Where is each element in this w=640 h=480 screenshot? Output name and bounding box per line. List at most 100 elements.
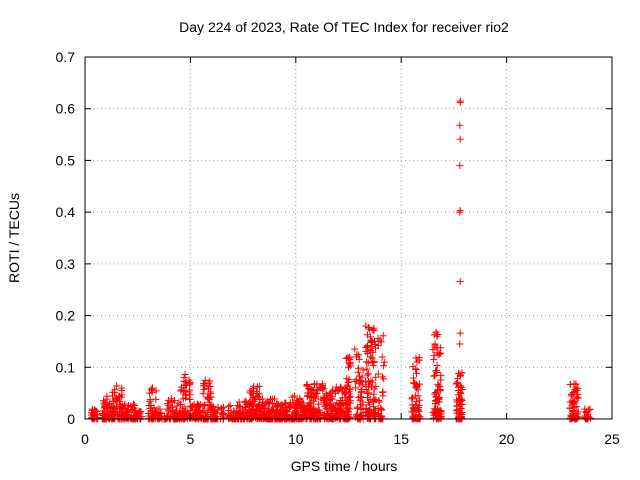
data-point bbox=[126, 413, 134, 421]
data-point bbox=[145, 402, 153, 410]
chart-title: Day 224 of 2023, Rate Of TEC Index for r… bbox=[179, 19, 509, 35]
data-point bbox=[342, 354, 350, 362]
data-point bbox=[115, 392, 123, 400]
data-point bbox=[166, 404, 174, 412]
data-point bbox=[378, 373, 386, 381]
data-point bbox=[291, 408, 299, 416]
data-point bbox=[134, 411, 142, 419]
data-point bbox=[362, 382, 370, 390]
data-point bbox=[431, 340, 439, 348]
data-point bbox=[209, 402, 217, 410]
data-point bbox=[322, 390, 330, 398]
data-point bbox=[356, 392, 364, 400]
data-point bbox=[210, 407, 218, 415]
data-point bbox=[177, 383, 185, 391]
y-tick-label: 0.3 bbox=[56, 256, 76, 272]
grid-lines bbox=[85, 57, 612, 419]
data-point bbox=[378, 353, 386, 361]
data-point bbox=[290, 392, 298, 400]
data-point bbox=[154, 405, 162, 413]
data-point bbox=[272, 403, 280, 411]
data-point bbox=[371, 340, 379, 348]
data-point bbox=[90, 414, 98, 422]
data-point bbox=[413, 369, 421, 377]
x-tick-label: 15 bbox=[393, 431, 409, 447]
data-point bbox=[378, 406, 386, 414]
data-point bbox=[292, 400, 300, 408]
data-point bbox=[168, 398, 176, 406]
data-point bbox=[431, 390, 439, 398]
data-point bbox=[364, 359, 372, 367]
data-point bbox=[329, 386, 337, 394]
data-point bbox=[93, 408, 101, 416]
data-point bbox=[111, 414, 119, 422]
data-point bbox=[357, 387, 365, 395]
data-point bbox=[344, 378, 352, 386]
x-tick-label: 10 bbox=[288, 431, 304, 447]
data-point bbox=[414, 392, 422, 400]
x-axis-label: GPS time / hours bbox=[291, 458, 398, 474]
data-point bbox=[264, 398, 272, 406]
data-point bbox=[569, 388, 577, 396]
data-point bbox=[434, 349, 442, 357]
data-point bbox=[352, 376, 360, 384]
data-point bbox=[354, 368, 362, 376]
data-point bbox=[333, 409, 341, 417]
data-point bbox=[344, 404, 352, 412]
data-point bbox=[353, 350, 361, 358]
data-point bbox=[341, 389, 349, 397]
data-point bbox=[357, 377, 365, 385]
data-point bbox=[304, 402, 312, 410]
data-point bbox=[569, 413, 577, 421]
data-point bbox=[152, 387, 160, 395]
data-point bbox=[437, 376, 445, 384]
data-point bbox=[458, 386, 466, 394]
data-point bbox=[179, 395, 187, 403]
data-point bbox=[367, 347, 375, 355]
data-point bbox=[409, 405, 417, 413]
data-point bbox=[210, 411, 218, 419]
y-tick-label: 0.2 bbox=[56, 308, 76, 324]
data-point bbox=[359, 401, 367, 409]
data-point bbox=[144, 410, 152, 418]
data-point bbox=[342, 400, 350, 408]
y-tick-label: 0.5 bbox=[56, 152, 76, 168]
data-point bbox=[303, 380, 311, 388]
data-point bbox=[344, 396, 352, 404]
data-point bbox=[315, 400, 323, 408]
plot-frame bbox=[84, 56, 613, 420]
data-point bbox=[113, 382, 121, 390]
data-point bbox=[295, 412, 303, 420]
data-point bbox=[293, 396, 301, 404]
data-point bbox=[206, 388, 214, 396]
data-point bbox=[364, 370, 372, 378]
data-point bbox=[435, 393, 443, 401]
x-tick-label: 25 bbox=[604, 431, 620, 447]
data-point bbox=[218, 409, 226, 417]
data-point bbox=[408, 408, 416, 416]
data-point bbox=[455, 391, 463, 399]
data-point bbox=[282, 408, 290, 416]
data-point bbox=[434, 405, 442, 413]
data-point bbox=[328, 407, 336, 415]
x-axis-ticks: 0 5 10 15 20 25 bbox=[81, 57, 620, 447]
data-point bbox=[240, 409, 248, 417]
data-point bbox=[189, 402, 197, 410]
data-point bbox=[321, 411, 329, 419]
data-point bbox=[364, 394, 372, 402]
data-point bbox=[111, 386, 119, 394]
data-point bbox=[192, 411, 200, 419]
data-point bbox=[368, 378, 376, 386]
data-point bbox=[355, 355, 363, 363]
data-point bbox=[155, 414, 163, 422]
data-point bbox=[229, 414, 237, 422]
data-point bbox=[101, 398, 109, 406]
data-point bbox=[458, 369, 466, 377]
data-point bbox=[241, 398, 249, 406]
data-point bbox=[369, 362, 377, 370]
data-point bbox=[180, 374, 188, 382]
data-point bbox=[370, 358, 378, 366]
data-point bbox=[110, 403, 118, 411]
data-point bbox=[112, 394, 120, 402]
